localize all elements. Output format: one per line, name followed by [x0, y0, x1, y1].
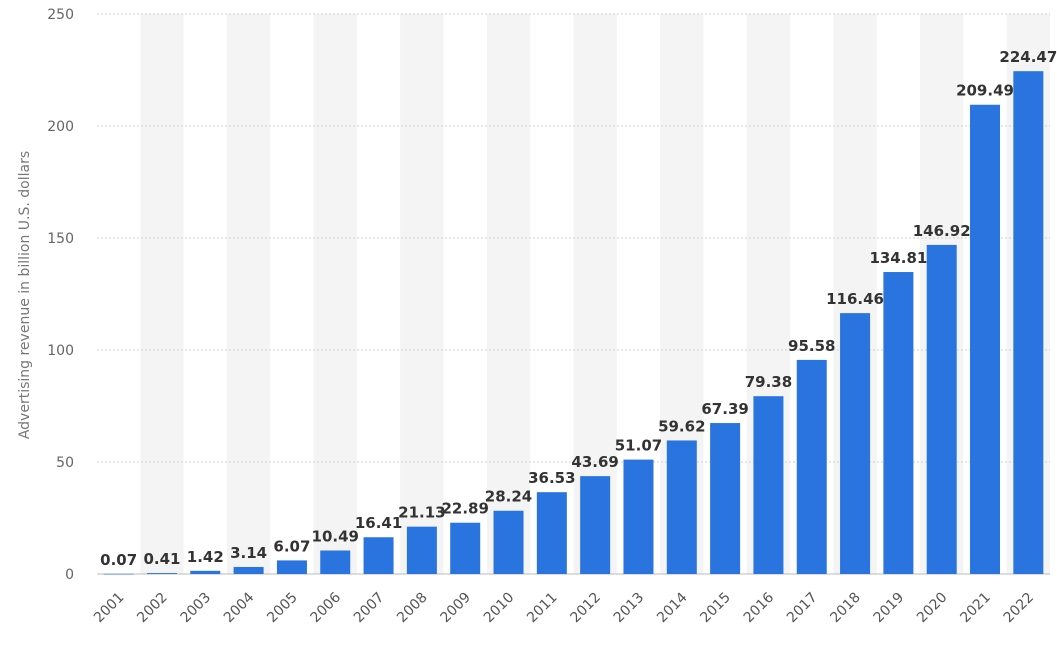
- data-label-2011: 36.53: [528, 469, 575, 487]
- data-label-2018: 116.46: [826, 290, 884, 308]
- bar-2010: [493, 510, 524, 574]
- bar-2013: [623, 459, 654, 574]
- x-tick-label: 2022: [1001, 590, 1038, 627]
- bar-2009: [450, 522, 481, 574]
- x-axis-ticks: 2001 2002 2003 2004 2005 2006 2007 2008 2009 2010…: [91, 589, 1037, 626]
- y-tick-label: 0: [65, 567, 74, 583]
- data-label-2017: 95.58: [788, 337, 835, 355]
- bar-2004: [233, 566, 264, 574]
- bar-2006: [320, 550, 351, 574]
- x-tick-label: 2020: [914, 590, 951, 627]
- data-label-2012: 43.69: [571, 453, 618, 471]
- x-tick-label: 2007: [351, 590, 388, 627]
- bar-2012: [580, 476, 611, 574]
- x-tick-label: 2021: [957, 590, 994, 627]
- data-label-2010: 28.24: [485, 488, 532, 506]
- y-tick-label: 50: [56, 455, 74, 471]
- x-tick-label: 2010: [481, 590, 518, 627]
- data-label-2007: 16.41: [355, 514, 402, 532]
- data-label-2009: 22.89: [441, 500, 488, 518]
- data-label-2015: 67.39: [701, 400, 748, 418]
- band-2002: [140, 14, 184, 574]
- band-2008: [400, 14, 444, 574]
- data-label-2001: 0.07: [100, 551, 137, 569]
- x-tick-label: 2003: [178, 590, 215, 627]
- data-label-2020: 146.92: [913, 222, 971, 240]
- y-tick-label: 200: [47, 119, 74, 135]
- y-axis-ticks: 0 50 100 150 200 250: [47, 7, 74, 583]
- data-label-2014: 59.62: [658, 417, 705, 435]
- bar-2007: [363, 537, 394, 574]
- bar-2021: [970, 104, 1001, 574]
- bar-2017: [796, 359, 827, 574]
- x-tick-label: 2005: [264, 590, 301, 627]
- band-2006: [313, 14, 357, 574]
- bar-2022: [1013, 71, 1044, 575]
- x-tick-label: 2001: [91, 590, 128, 627]
- data-label-2005: 6.07: [273, 537, 310, 555]
- x-tick-label: 2014: [654, 589, 691, 626]
- bar-2011: [536, 492, 567, 574]
- data-label-2022: 224.47: [999, 48, 1057, 66]
- x-tick-label: 2009: [438, 590, 475, 627]
- bar-2002: [146, 573, 177, 574]
- bar-2020: [926, 244, 957, 574]
- y-tick-label: 100: [47, 343, 74, 359]
- y-tick-label: 150: [47, 231, 74, 247]
- y-axis-label: Advertising revenue in billion U.S. doll…: [17, 151, 33, 439]
- data-label-2004: 3.14: [230, 544, 267, 562]
- x-tick-label: 2013: [611, 590, 648, 627]
- x-tick-label: 2015: [697, 590, 734, 627]
- x-tick-label: 2012: [567, 590, 604, 627]
- data-label-2021: 209.49: [956, 82, 1014, 100]
- x-tick-label: 2016: [741, 589, 778, 626]
- data-label-2008: 21.13: [398, 504, 445, 522]
- x-tick-label: 2011: [524, 590, 561, 627]
- bar-2008: [406, 526, 437, 574]
- bar-2005: [276, 560, 307, 574]
- bars: [103, 71, 1044, 575]
- y-tick-label: 250: [47, 7, 74, 23]
- x-tick-label: 2002: [134, 590, 171, 627]
- x-tick-label: 2006: [308, 589, 345, 626]
- x-tick-label: 2019: [871, 590, 908, 627]
- bar-2015: [710, 423, 741, 574]
- band-2004: [226, 14, 271, 574]
- data-label-2013: 51.07: [615, 437, 662, 455]
- bar-2014: [666, 440, 697, 574]
- x-tick-label: 2004: [221, 589, 258, 626]
- bar-2001: [103, 573, 134, 575]
- data-label-2003: 1.42: [187, 548, 224, 566]
- x-tick-label: 2017: [784, 590, 821, 627]
- data-label-2016: 79.38: [745, 373, 792, 391]
- data-label-2019: 134.81: [869, 249, 927, 267]
- bar-2018: [840, 313, 871, 574]
- data-labels: 0.07 0.41 1.42 3.14 6.0710.4916.4121.1322.89…: [100, 48, 1057, 569]
- band-2010: [486, 14, 531, 574]
- bar-2016: [753, 396, 784, 574]
- bar-2003: [190, 570, 221, 574]
- data-label-2002: 0.41: [143, 550, 180, 568]
- data-label-2006: 10.49: [312, 528, 359, 546]
- x-tick-label: 2008: [394, 590, 431, 627]
- x-tick-label: 2018: [827, 590, 864, 627]
- bar-2019: [883, 272, 914, 574]
